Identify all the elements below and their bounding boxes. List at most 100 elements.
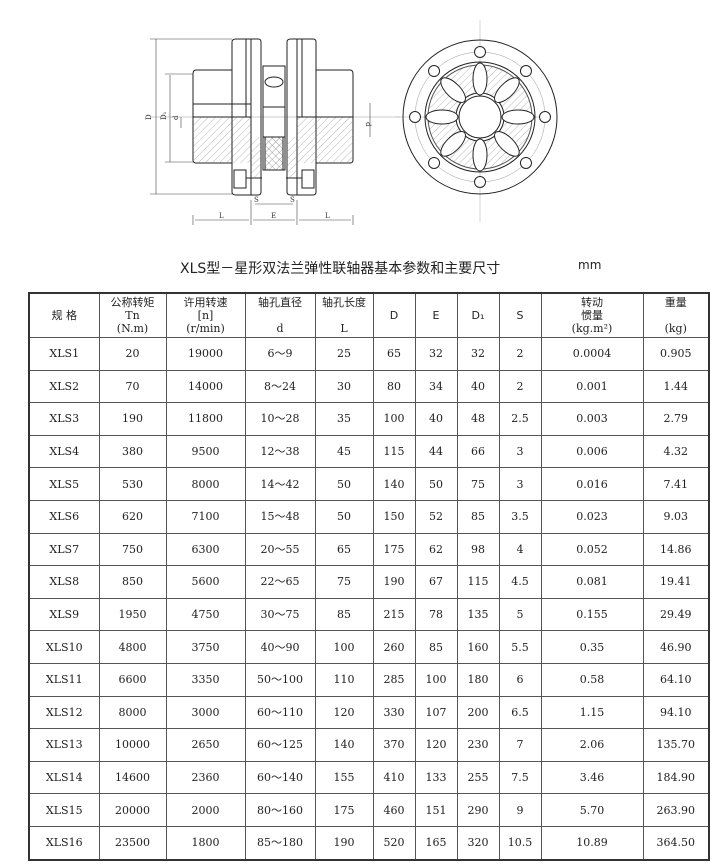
header-line: 轴孔长度: [322, 296, 366, 309]
spider-petal: [494, 131, 520, 157]
table-cell: 67: [414, 565, 458, 599]
table-row: XLS10 4800 3750 40～90 100 260 85 160 5.5 0.35 46.9…: [28, 630, 710, 664]
unit-label: mm: [578, 258, 602, 272]
table-cell: 190: [98, 402, 167, 436]
front-view: [402, 39, 558, 195]
table-cell: 10～28: [244, 402, 316, 436]
table-cell: 364.50: [642, 825, 710, 861]
table-cell: 290: [456, 793, 500, 827]
table-row: XLS7 750 6300 20～55 65 175 62 98 4 0.052 14.86: [28, 532, 710, 567]
table-cell: 0.052: [540, 532, 644, 567]
table-cell: 66: [456, 434, 500, 469]
table-cell: 20000: [98, 793, 167, 827]
header-line: 重量: [664, 296, 687, 309]
table-row: XLS14 14600 2360 60～140 155 410 133 255 7.5 3.46 1…: [28, 760, 710, 795]
table-cell: 7.5: [498, 760, 542, 795]
header-line: [246, 309, 315, 322]
table-row: XLS5 530 8000 14～42 50 140 50 75 3 0.016 7.41: [28, 467, 710, 501]
header-line: d: [276, 322, 284, 335]
table-cell: 14000: [165, 369, 246, 404]
table-cell: 40: [456, 369, 500, 404]
table-cell: 6300: [165, 532, 246, 567]
table-cell: XLS10: [28, 630, 100, 664]
table-cell: 32: [456, 337, 500, 371]
table-cell: 370: [372, 728, 416, 762]
dim-label-e: E: [271, 212, 276, 220]
table-cell: 3750: [165, 630, 246, 664]
table-cell: 98: [456, 532, 500, 567]
table-cell: 19000: [165, 337, 246, 371]
table-cell: 175: [372, 532, 416, 567]
spider-petal: [494, 77, 520, 103]
table-row: XLS12 8000 3000 60～110 120 330 107 200 6.5 1.15 94…: [28, 695, 710, 730]
table-cell: 320: [456, 825, 500, 861]
table-cell: 75: [314, 565, 374, 599]
table-cell: XLS13: [28, 728, 100, 762]
dim-label-l-right: L: [325, 212, 330, 220]
table-cell: 65: [314, 532, 374, 567]
table-cell: 48: [456, 402, 500, 436]
spider-petal: [501, 109, 535, 125]
column-header: S: [498, 292, 542, 338]
table-cell: 7100: [165, 499, 246, 534]
table-cell: 1950: [98, 597, 167, 632]
table-cell: 5.5: [498, 630, 542, 664]
spider-petal: [440, 77, 466, 103]
table-cell: 155: [314, 760, 374, 795]
table-cell: 40～90: [244, 630, 316, 664]
table-cell: 22～65: [244, 565, 316, 599]
table-cell: 150: [372, 499, 416, 534]
table-row: XLS16 23500 1800 85～180 190 520 165 320 10.5 10.8…: [28, 825, 710, 861]
table-row: XLS13 10000 2650 60～125 140 370 120 230 7 2.06 135…: [28, 728, 710, 762]
table-cell: 32: [414, 337, 458, 371]
table-cell: 85: [414, 630, 458, 664]
table-row: XLS6 620 7100 15～48 50 150 52 85 3.5 0.023 9.03: [28, 499, 710, 534]
dim-label-D1: D₁: [160, 111, 168, 120]
table-cell: 200: [456, 695, 500, 730]
table-cell: 184.90: [642, 760, 710, 795]
table-cell: 4750: [165, 597, 246, 632]
header-line: L: [340, 322, 348, 335]
table-cell: 180: [456, 662, 500, 697]
table-cell: XLS12: [28, 695, 100, 730]
table-row: XLS1 20 19000 6～9 25 65 32 32 2 0.0004 0.905: [28, 337, 710, 371]
table-cell: 0.58: [540, 662, 644, 697]
header-line: D₁: [471, 309, 485, 322]
table-cell: 34: [414, 369, 458, 404]
table-cell: 10.5: [498, 825, 542, 861]
table-cell: 5: [498, 597, 542, 632]
table-cell: 8000: [98, 695, 167, 730]
table-cell: 100: [314, 630, 374, 664]
bolt-hole: [539, 111, 551, 123]
title-text: XLS型－星形双法兰弹性联轴器基本参数和主要尺寸: [180, 261, 501, 277]
table-cell: 190: [372, 565, 416, 599]
column-header: 重量 (kg): [642, 292, 710, 338]
bolt-hole: [428, 156, 441, 169]
table-cell: 6: [498, 662, 542, 697]
table-cell: XLS4: [28, 434, 100, 469]
header-line: 公称转矩: [110, 296, 155, 309]
table-cell: 60～110: [244, 695, 316, 730]
table-cell: 11800: [165, 402, 246, 436]
table-cell: 750: [98, 532, 167, 567]
table-cell: 0.35: [540, 630, 644, 664]
column-header: D: [372, 292, 416, 338]
column-header: 公称转矩 Tn (N.m): [98, 292, 167, 338]
table-cell: 6～9: [244, 337, 316, 371]
table-cell: 410: [372, 760, 416, 795]
table-cell: 2360: [165, 760, 246, 795]
table-cell: 14.86: [642, 532, 710, 567]
header-line: (kg.m²): [571, 322, 613, 335]
header-line: [644, 309, 709, 322]
table-cell: XLS15: [28, 793, 100, 827]
table-cell: 52: [414, 499, 458, 534]
bolt-hole: [474, 46, 486, 58]
header-line: Tn: [125, 309, 140, 322]
table-cell: 120: [314, 695, 374, 730]
table-cell: 1800: [165, 825, 246, 861]
table-cell: 30: [314, 369, 374, 404]
table-cell: 35: [314, 402, 374, 436]
table-cell: 100: [372, 402, 416, 436]
table-cell: 20: [98, 337, 167, 371]
table-cell: 7: [498, 728, 542, 762]
